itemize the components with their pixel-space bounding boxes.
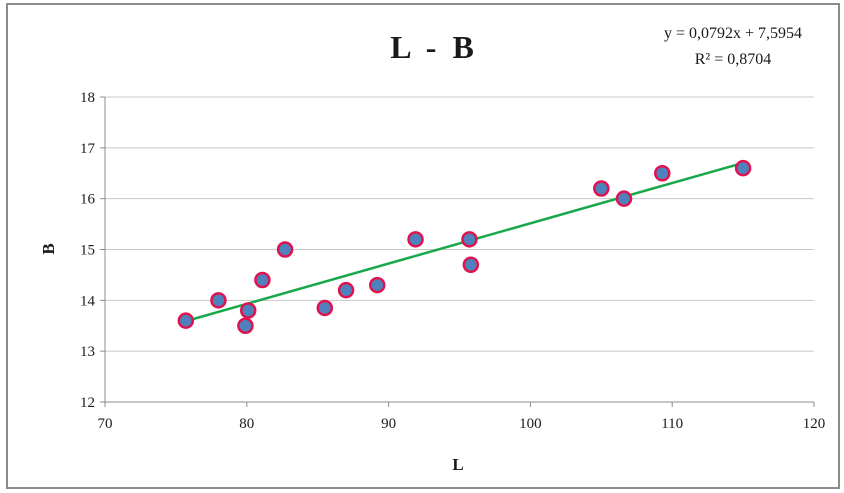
chart-title: L - B (390, 29, 474, 65)
x-tick-label: 120 (803, 416, 826, 432)
data-point (462, 256, 480, 273)
x-tick-label: 70 (98, 416, 113, 432)
data-point (593, 180, 610, 197)
x-tick-label: 110 (661, 416, 683, 432)
data-point (654, 165, 671, 182)
tick-labels: 12 13 14 15 16 17 18 70 80 90 100 110 120 (80, 90, 825, 432)
trendline-r-squared: R² = 0,8704 (695, 51, 772, 68)
data-point (239, 302, 257, 319)
y-axis-label: B (39, 243, 58, 254)
data-point (210, 292, 227, 309)
trendline-equation: y = 0,0792x + 7,5954 (664, 25, 802, 42)
x-tick-label: 90 (381, 416, 396, 432)
data-point (316, 299, 334, 317)
data-point (254, 271, 271, 289)
y-tick-label: 15 (80, 243, 95, 259)
x-axis-label: L (452, 455, 463, 474)
data-points (177, 159, 752, 334)
y-tick-label: 14 (80, 293, 96, 309)
y-tick-label: 18 (80, 90, 95, 106)
y-tick-label: 12 (80, 395, 95, 411)
x-tick-label: 80 (239, 416, 254, 432)
y-tick-label: 17 (80, 141, 96, 157)
data-point (369, 276, 386, 294)
y-tick-label: 16 (80, 192, 96, 208)
data-point (337, 281, 355, 299)
data-point (407, 231, 424, 248)
chart-frame (6, 3, 840, 489)
data-point (177, 312, 195, 329)
y-tick-label: 13 (80, 344, 95, 360)
data-point (461, 231, 478, 248)
axes (100, 96, 815, 407)
data-point (276, 241, 294, 258)
data-point (237, 317, 254, 334)
data-point (615, 190, 633, 207)
data-point (734, 159, 752, 177)
x-tick-label: 100 (519, 416, 542, 432)
